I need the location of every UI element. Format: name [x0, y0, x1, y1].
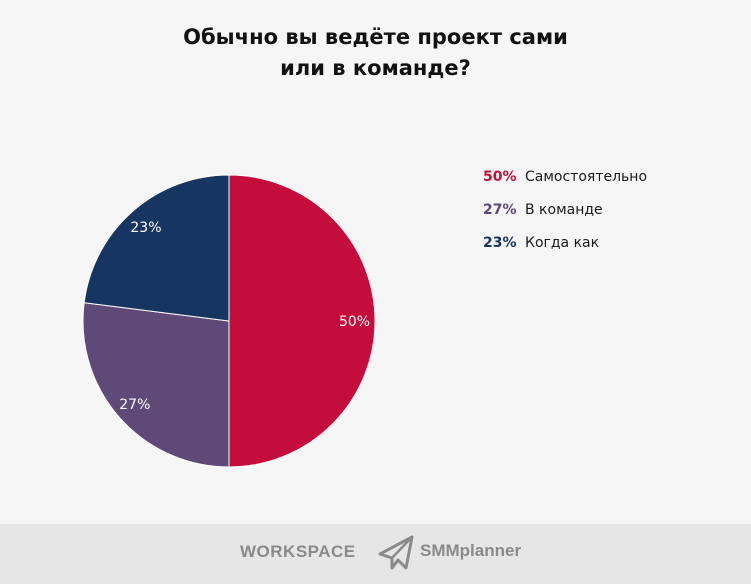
legend-label: Когда как — [525, 234, 600, 251]
smmplanner-logo: SMMplanner — [420, 541, 522, 560]
workspace-logo: WORKSPACE — [240, 542, 356, 561]
chart-title: Обычно вы ведёте проект сами или в коман… — [0, 22, 751, 84]
pie-slice — [82, 302, 230, 468]
legend-percent: 23% — [483, 234, 517, 251]
pie-slice — [83, 174, 230, 322]
title-line-1: Обычно вы ведёте проект сами — [183, 25, 568, 49]
slice-label: 50% — [339, 314, 370, 330]
paper-plane-icon — [378, 535, 414, 570]
legend-percent: 27% — [483, 201, 517, 218]
legend-label: Самостоятельно — [525, 168, 648, 185]
legend-item: 27% В команде — [483, 193, 647, 226]
title-line-2: или в команде? — [280, 56, 471, 80]
legend-percent: 50% — [483, 168, 517, 185]
pie-slice — [228, 174, 376, 468]
pie-chart: 50% 27% 23% — [82, 174, 376, 468]
legend-item: 23% Когда как — [483, 226, 647, 259]
legend-item: 50% Самостоятельно — [483, 160, 647, 193]
slice-label: 27% — [119, 397, 150, 413]
slice-label: 23% — [130, 220, 161, 236]
legend-label: В команде — [525, 201, 603, 218]
legend: 50% Самостоятельно 27% В команде 23% Когда … — [483, 160, 647, 259]
footer: WORKSPACE SMMplanner — [0, 524, 751, 584]
